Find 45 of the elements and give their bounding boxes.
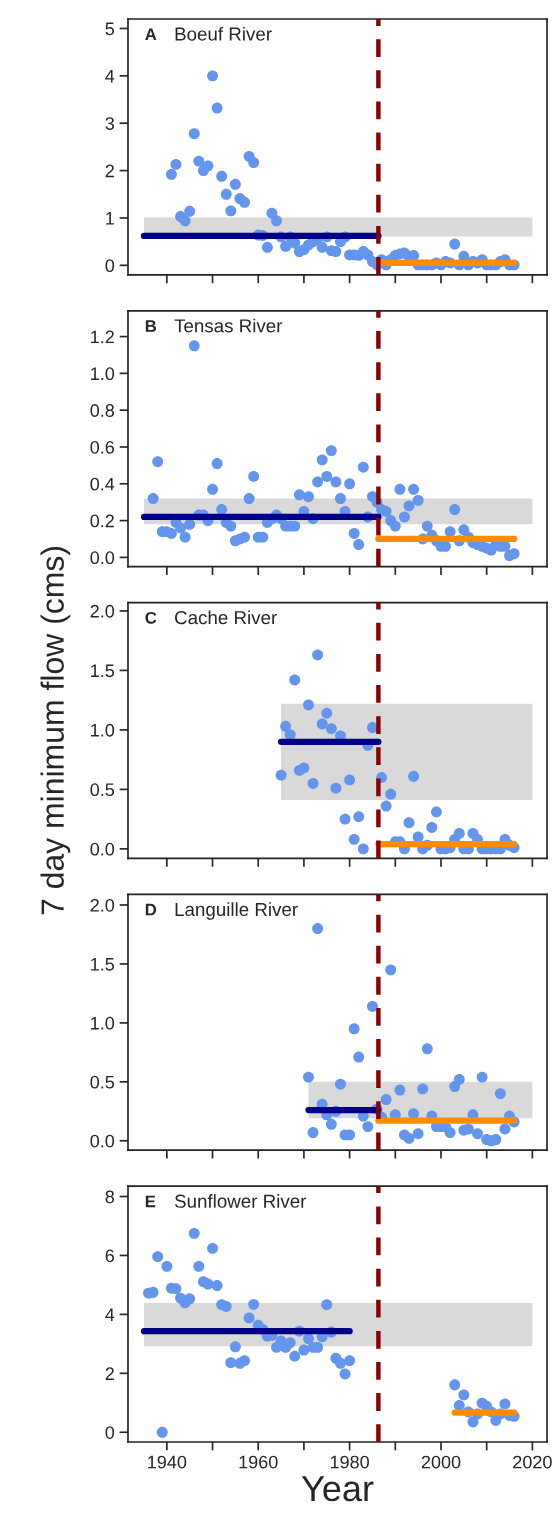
y-tick-label: 4 [105,69,115,83]
y-tick-label: 0.0 [90,1134,115,1148]
y-tick-label: 2.0 [90,604,115,618]
y-tick-label: 0.8 [90,404,115,417]
chart-title: Sunflower River [174,1194,307,1208]
annotation: A [145,28,157,40]
y-tick-label: 1 [106,212,114,225]
chart-title: Languille River [175,902,298,920]
y-tick-label: 0 [105,259,115,273]
y-tick-label: 0.5 [90,783,115,797]
chart-title: Tensas River [174,318,283,333]
y-tick-label: 0.6 [90,440,115,454]
annotation: D [145,903,157,916]
y-tick-label: 1.0 [91,1016,115,1030]
y-tick-label: 4 [105,1308,115,1321]
x-tick-label: 1940 [148,1455,187,1469]
y-tick-label: 1.5 [91,958,115,971]
x-tick-label: 1960 [239,1455,278,1469]
y-tick-label: 3 [105,117,115,130]
x-tick-label: 2000 [421,1455,461,1469]
annotation: B [145,320,157,332]
chart-title: Cache River [175,610,277,625]
y-tick-label: 1.0 [91,723,115,737]
y-tick-label: 2 [105,1367,114,1380]
y-tick-label: 0.2 [90,514,114,528]
y-tick-label: 2.0 [90,898,115,912]
chart-title: Boeuf River [175,26,272,41]
y-axis-title: 7 day minimum flow (cms) [40,546,71,915]
y-tick-label: 1.2 [91,330,114,344]
x-tick-label: 1980 [330,1455,369,1469]
y-tick-label: 0.0 [90,551,115,565]
x-axis-title: Year [301,1476,374,1502]
y-tick-label: 0.5 [90,1075,115,1089]
annotation: E [145,1195,156,1208]
y-tick-label: 2 [105,164,114,178]
y-tick-label: 0.0 [90,842,115,856]
y-tick-label: 6 [105,1249,115,1263]
x-tick-label: 2020 [513,1455,552,1469]
y-tick-label: 0 [105,1426,115,1439]
y-tick-label: 5 [105,22,115,36]
y-tick-label: 8 [105,1190,115,1204]
y-tick-label: 1.0 [91,367,115,381]
y-tick-label: 0.4 [90,477,115,491]
y-tick-label: 1.5 [91,664,115,678]
annotation: C [145,611,157,624]
